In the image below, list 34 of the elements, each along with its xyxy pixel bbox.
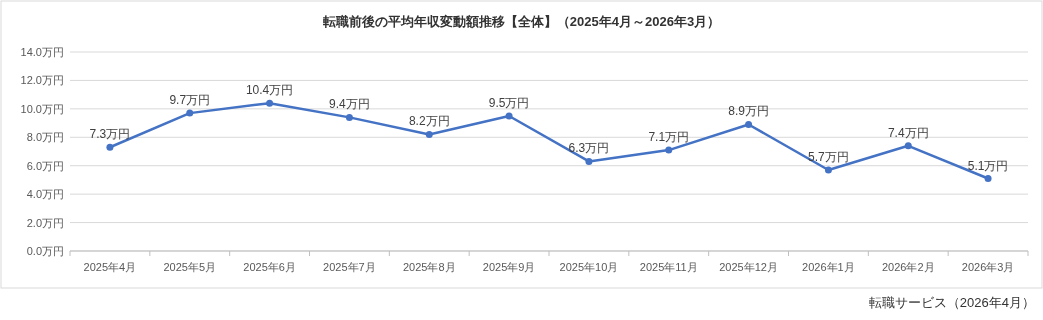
xtick: 2025年8月 bbox=[402, 261, 456, 273]
label: 7.3万円 bbox=[89, 127, 131, 142]
label: 9.4万円 bbox=[329, 97, 370, 112]
ytick: 8.0万円 bbox=[26, 131, 64, 144]
label: 7.1万円 bbox=[648, 130, 690, 145]
ytick: 6.0万円 bbox=[26, 159, 64, 172]
xtick: 2025年4月 bbox=[83, 261, 137, 273]
label: 6.3万円 bbox=[568, 141, 610, 156]
ytick: 10.0万円 bbox=[20, 102, 64, 115]
label: 8.2万円 bbox=[408, 114, 450, 129]
xtick: 2026年1月 bbox=[802, 261, 855, 273]
ytick: 4.0万円 bbox=[26, 188, 64, 201]
xtick: 2025年9月 bbox=[482, 261, 536, 273]
title: 転職前後の平均年収変動額推移【全体】（2025年4月～2026年3月） bbox=[322, 14, 721, 29]
label: 9.5万円 bbox=[488, 95, 530, 110]
label: 5.7万円 bbox=[808, 150, 849, 164]
annotation: 転職サービス（2026年4月） bbox=[868, 295, 1035, 310]
label: 10.4万円 bbox=[245, 83, 294, 98]
xtick: 2026年3月 bbox=[961, 261, 1015, 273]
xtick: 2025年10月 bbox=[559, 261, 619, 273]
xtick: 2025年7月 bbox=[323, 261, 376, 273]
label: 5.1万円 bbox=[967, 158, 1009, 173]
ytick: 14.0万円 bbox=[20, 46, 64, 58]
xtick: 2025年5月 bbox=[163, 261, 217, 273]
xtick: 2025年11月 bbox=[639, 261, 698, 273]
label: 7.4万円 bbox=[887, 125, 929, 140]
label: 8.9万円 bbox=[728, 104, 769, 119]
label: 9.7万円 bbox=[169, 93, 211, 108]
xtick: 2025年6月 bbox=[243, 261, 296, 273]
xtick: 2025年12月 bbox=[719, 261, 778, 273]
ytick: 2.0万円 bbox=[26, 216, 64, 229]
xtick: 2026年2月 bbox=[881, 261, 935, 273]
ytick: 0.0万円 bbox=[26, 245, 64, 257]
ytick: 12.0万円 bbox=[20, 74, 64, 87]
